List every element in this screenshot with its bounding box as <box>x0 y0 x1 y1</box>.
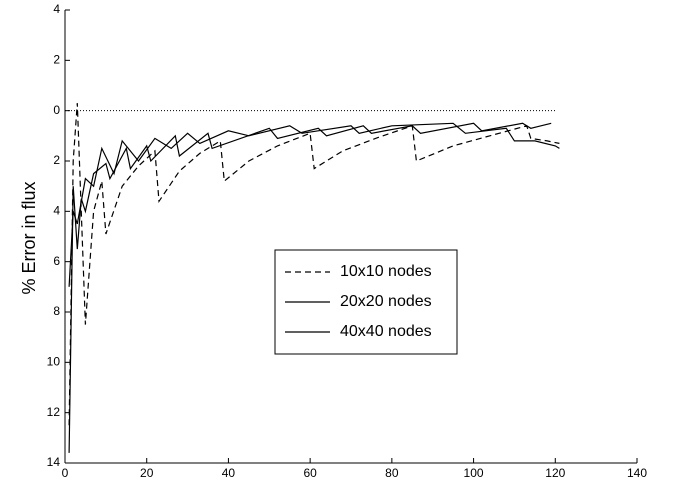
x-tick-label: 120 <box>545 466 565 480</box>
series-line <box>68 122 560 287</box>
x-tick-label: 140 <box>627 466 647 480</box>
y-tick-label: 10 <box>47 355 61 369</box>
y-tick-label: 2 <box>53 53 60 67</box>
x-tick-label: 20 <box>140 466 154 480</box>
y-tick-label: 0 <box>53 103 60 117</box>
y-tick-label: 8 <box>53 304 60 318</box>
y-axis-label: % Error in flux <box>19 181 39 294</box>
legend-label: 20x20 nodes <box>340 293 432 310</box>
x-tick-label: 100 <box>464 466 484 480</box>
y-tick-label: 4 <box>53 2 60 16</box>
x-tick-label: 60 <box>303 466 317 480</box>
legend-label: 10x10 nodes <box>340 263 432 280</box>
x-tick-label: 40 <box>222 466 236 480</box>
y-tick-label: 12 <box>47 405 61 419</box>
y-tick-label: 14 <box>47 455 61 469</box>
series-line <box>68 122 552 453</box>
y-tick-label: 6 <box>53 254 60 268</box>
legend-label: 40x40 nodes <box>340 323 432 340</box>
x-tick-label: 80 <box>385 466 399 480</box>
x-tick-label: 0 <box>62 466 69 480</box>
y-tick-label: 4 <box>53 204 60 218</box>
y-tick-label: 2 <box>53 153 60 167</box>
